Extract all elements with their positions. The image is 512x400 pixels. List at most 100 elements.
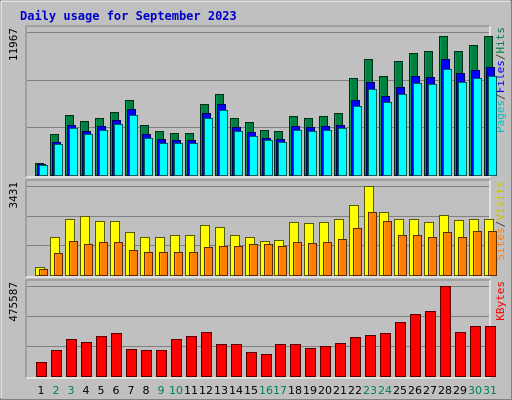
bar-kbytes bbox=[380, 333, 391, 377]
y-max-label: 475587 bbox=[7, 282, 20, 322]
x-tick-label: 2 bbox=[53, 384, 60, 397]
legend-entry: Visits bbox=[494, 181, 507, 221]
bar-kbytes bbox=[470, 326, 481, 377]
bar-sites bbox=[54, 253, 63, 276]
panel-visits: 3431 Sites/Visits bbox=[7, 179, 507, 278]
series-sites bbox=[39, 212, 497, 276]
bar-sites bbox=[293, 242, 302, 276]
series-kbytes bbox=[36, 286, 496, 377]
legend-visits: Sites/Visits bbox=[494, 181, 507, 261]
bar-kbytes bbox=[335, 343, 346, 377]
bar-sites bbox=[234, 246, 243, 276]
x-tick-label: 16 bbox=[259, 384, 273, 397]
legend-entry: / bbox=[494, 93, 507, 100]
x-axis: 1 2 3 4 5 6 7 8 9 10 11 12 13 14 15 16 17 18 19 20 21 22 23 24 2… bbox=[38, 384, 498, 397]
x-tick-label: 11 bbox=[184, 384, 198, 397]
bar-pages bbox=[114, 124, 123, 176]
bar-sites bbox=[144, 252, 153, 276]
bar-pages bbox=[398, 94, 407, 176]
bar-pages bbox=[443, 69, 452, 176]
bar-kbytes bbox=[275, 344, 286, 377]
legend-entry: Pages bbox=[494, 100, 507, 133]
x-tick-label: 29 bbox=[453, 384, 467, 397]
bar-sites bbox=[84, 244, 93, 276]
bar-kbytes bbox=[96, 336, 107, 377]
bar-sites bbox=[174, 252, 183, 276]
bar-pages bbox=[54, 144, 63, 176]
bar-sites bbox=[69, 241, 78, 276]
bar-kbytes bbox=[156, 350, 167, 377]
bar-pages bbox=[84, 134, 93, 176]
bar-pages bbox=[323, 130, 332, 176]
chart-panels: 11967Pages/Files/Hits3431Sites/Visits475… bbox=[7, 25, 507, 379]
bar-kbytes bbox=[305, 348, 316, 377]
bar-sites bbox=[323, 242, 332, 276]
bar-sites bbox=[473, 231, 482, 276]
bar-pages bbox=[278, 142, 287, 176]
bar-kbytes bbox=[246, 352, 257, 377]
bar-pages bbox=[219, 110, 228, 176]
bar-pages bbox=[353, 106, 362, 176]
bar-kbytes bbox=[111, 333, 122, 377]
x-tick-label: 6 bbox=[113, 384, 120, 397]
bar-sites bbox=[114, 242, 123, 276]
x-tick-label: 17 bbox=[273, 384, 287, 397]
bar-kbytes bbox=[320, 346, 331, 377]
bar-sites bbox=[204, 247, 213, 276]
bar-pages bbox=[428, 84, 437, 176]
bar-sites bbox=[383, 221, 392, 276]
bar-pages bbox=[174, 143, 183, 176]
series-pages bbox=[39, 69, 497, 176]
bar-pages bbox=[338, 128, 347, 176]
x-tick-label: 1 bbox=[38, 384, 45, 397]
y-max-label: 11967 bbox=[7, 28, 20, 61]
x-tick-label: 9 bbox=[158, 384, 165, 397]
bar-sites bbox=[368, 212, 377, 276]
x-tick-label: 13 bbox=[214, 384, 228, 397]
x-tick-label: 15 bbox=[244, 384, 258, 397]
bar-kbytes bbox=[66, 339, 77, 377]
bar-kbytes bbox=[261, 354, 272, 377]
bar-pages bbox=[69, 128, 78, 176]
bar-kbytes bbox=[171, 339, 182, 377]
x-tick-label: 25 bbox=[393, 384, 407, 397]
bar-sites bbox=[189, 252, 198, 276]
bar-kbytes bbox=[81, 342, 92, 377]
legend-entry: Files bbox=[494, 60, 507, 93]
bar-pages bbox=[368, 89, 377, 176]
bar-pages bbox=[473, 78, 482, 176]
legend-entry: / bbox=[494, 54, 507, 61]
bar-sites bbox=[278, 246, 287, 276]
bar-kbytes bbox=[201, 332, 212, 377]
bar-pages bbox=[458, 82, 467, 176]
bar-pages bbox=[159, 143, 168, 176]
bar-kbytes bbox=[141, 350, 152, 377]
bar-kbytes bbox=[485, 326, 496, 377]
bar-pages bbox=[383, 102, 392, 176]
bar-kbytes bbox=[186, 336, 197, 377]
bar-pages bbox=[488, 76, 497, 176]
bar-sites bbox=[338, 239, 347, 276]
bar-kbytes bbox=[216, 344, 227, 377]
bar-pages bbox=[189, 143, 198, 176]
bar-sites bbox=[159, 252, 168, 276]
bar-kbytes bbox=[36, 362, 47, 377]
bar-pages bbox=[129, 115, 138, 176]
x-tick-label: 23 bbox=[363, 384, 377, 397]
x-tick-label: 19 bbox=[303, 384, 317, 397]
x-tick-label: 28 bbox=[438, 384, 452, 397]
bar-kbytes bbox=[231, 344, 242, 377]
bar-kbytes bbox=[455, 332, 466, 377]
bar-sites bbox=[353, 228, 362, 276]
bar-kbytes bbox=[290, 344, 301, 377]
bar-sites bbox=[458, 237, 467, 276]
legend-entry: Sites bbox=[494, 227, 507, 260]
legend-hits: Pages/Files/Hits bbox=[494, 27, 507, 133]
bar-sites bbox=[413, 235, 422, 276]
legend-kbytes: KBytes bbox=[494, 281, 507, 321]
bar-sites bbox=[488, 231, 497, 276]
legend-entry: Hits bbox=[494, 27, 507, 54]
x-tick-label: 30 bbox=[468, 384, 482, 397]
